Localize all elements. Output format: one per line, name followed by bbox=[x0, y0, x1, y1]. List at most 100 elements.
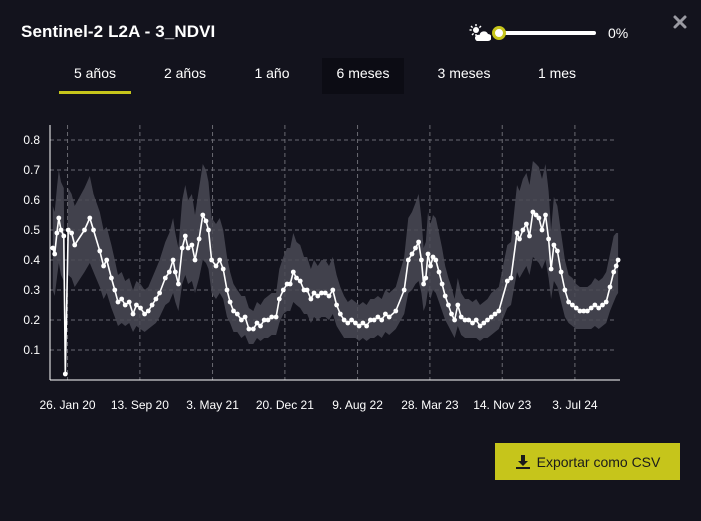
data-point bbox=[596, 305, 602, 311]
x-tick-label: 9. Aug 22 bbox=[332, 398, 383, 412]
data-point bbox=[433, 257, 439, 263]
data-point bbox=[149, 302, 155, 308]
data-point bbox=[551, 242, 557, 248]
data-point bbox=[104, 257, 110, 263]
y-tick-label: 0.8 bbox=[23, 133, 40, 147]
slider-thumb[interactable] bbox=[492, 26, 506, 40]
data-point bbox=[157, 290, 163, 296]
data-point bbox=[109, 275, 114, 281]
data-point bbox=[185, 245, 191, 251]
data-point bbox=[539, 227, 545, 233]
data-point bbox=[58, 227, 64, 233]
data-point bbox=[172, 269, 178, 275]
data-point bbox=[492, 311, 498, 317]
data-point bbox=[334, 302, 339, 308]
data-point bbox=[364, 323, 369, 329]
data-point bbox=[458, 314, 464, 320]
data-point bbox=[446, 302, 451, 308]
data-point bbox=[485, 317, 490, 323]
tab-1-month[interactable]: 1 mes bbox=[537, 65, 577, 81]
x-tick-label: 3. Jul 24 bbox=[552, 398, 598, 412]
data-point bbox=[345, 320, 351, 326]
tab-2-years[interactable]: 2 años bbox=[163, 65, 207, 81]
data-point bbox=[416, 239, 421, 245]
data-point bbox=[82, 227, 87, 233]
data-point bbox=[356, 323, 362, 329]
tab-5-years[interactable]: 5 años bbox=[59, 58, 131, 94]
data-point bbox=[138, 305, 143, 311]
y-tick-label: 0.1 bbox=[23, 343, 40, 357]
data-point bbox=[573, 305, 579, 311]
data-point bbox=[319, 290, 324, 296]
data-point bbox=[341, 317, 347, 323]
data-point bbox=[182, 233, 188, 239]
data-point bbox=[566, 299, 571, 305]
data-point bbox=[543, 212, 548, 218]
tab-6-months[interactable]: 6 meses bbox=[322, 58, 404, 94]
data-point bbox=[524, 221, 529, 227]
cloud-coverage-value: 0% bbox=[608, 25, 629, 41]
data-point bbox=[548, 266, 554, 272]
data-point bbox=[393, 308, 399, 314]
data-point bbox=[130, 311, 136, 317]
data-point bbox=[189, 242, 195, 248]
export-csv-button[interactable]: Exportar como CSV bbox=[495, 443, 680, 480]
tab-3-months[interactable]: 3 meses bbox=[437, 65, 491, 81]
close-icon bbox=[673, 15, 687, 29]
data-point bbox=[436, 269, 442, 275]
data-point bbox=[276, 296, 282, 302]
data-point bbox=[419, 257, 424, 263]
cloud-coverage-slider[interactable] bbox=[492, 26, 596, 40]
data-point bbox=[56, 215, 62, 221]
x-tick-label: 3. May 21 bbox=[186, 398, 239, 412]
data-point bbox=[613, 263, 619, 269]
data-point bbox=[581, 308, 587, 314]
data-point bbox=[239, 317, 244, 323]
data-point bbox=[577, 308, 583, 314]
data-point bbox=[413, 245, 418, 251]
data-point bbox=[555, 248, 560, 254]
data-point bbox=[527, 233, 532, 239]
data-point bbox=[192, 257, 198, 263]
data-point bbox=[592, 302, 598, 308]
data-point bbox=[287, 281, 293, 287]
min-max-band bbox=[52, 161, 619, 374]
y-tick-label: 0.4 bbox=[23, 253, 40, 267]
data-point bbox=[261, 317, 267, 323]
ndvi-time-series-chart: 0.1 0.2 0.3 0.4 0.5 0.6 0.7 0.8 26. Jan 20 13. Se… bbox=[23, 125, 621, 412]
data-point bbox=[50, 245, 56, 251]
data-point bbox=[119, 296, 125, 302]
data-point bbox=[69, 230, 74, 236]
y-tick-label: 0.7 bbox=[23, 163, 40, 177]
data-point bbox=[254, 320, 260, 326]
data-point bbox=[206, 227, 211, 233]
data-point bbox=[337, 311, 343, 317]
data-point bbox=[439, 281, 445, 287]
data-point bbox=[405, 257, 411, 263]
data-point bbox=[91, 227, 96, 233]
data-point bbox=[101, 263, 106, 269]
data-point bbox=[481, 320, 487, 326]
data-point bbox=[428, 263, 433, 269]
data-point bbox=[196, 236, 202, 242]
data-point bbox=[514, 230, 520, 236]
data-point bbox=[477, 323, 483, 329]
data-point bbox=[452, 317, 457, 323]
x-tick-label: 20. Dec 21 bbox=[256, 398, 314, 412]
data-point bbox=[126, 299, 132, 305]
tab-1-year[interactable]: 1 año bbox=[254, 65, 290, 81]
y-tick-label: 0.2 bbox=[23, 313, 40, 327]
cloud-sun-icon bbox=[469, 24, 491, 41]
data-point bbox=[603, 299, 609, 305]
data-point bbox=[52, 251, 58, 257]
data-point bbox=[558, 269, 564, 275]
data-point bbox=[72, 242, 78, 248]
data-point bbox=[246, 326, 252, 332]
data-point bbox=[421, 281, 426, 287]
data-point bbox=[423, 275, 429, 281]
data-point bbox=[375, 314, 381, 320]
data-point bbox=[508, 275, 514, 281]
x-tick-label: 28. Mar 23 bbox=[401, 398, 459, 412]
close-button[interactable] bbox=[670, 12, 690, 32]
data-point bbox=[536, 215, 542, 221]
